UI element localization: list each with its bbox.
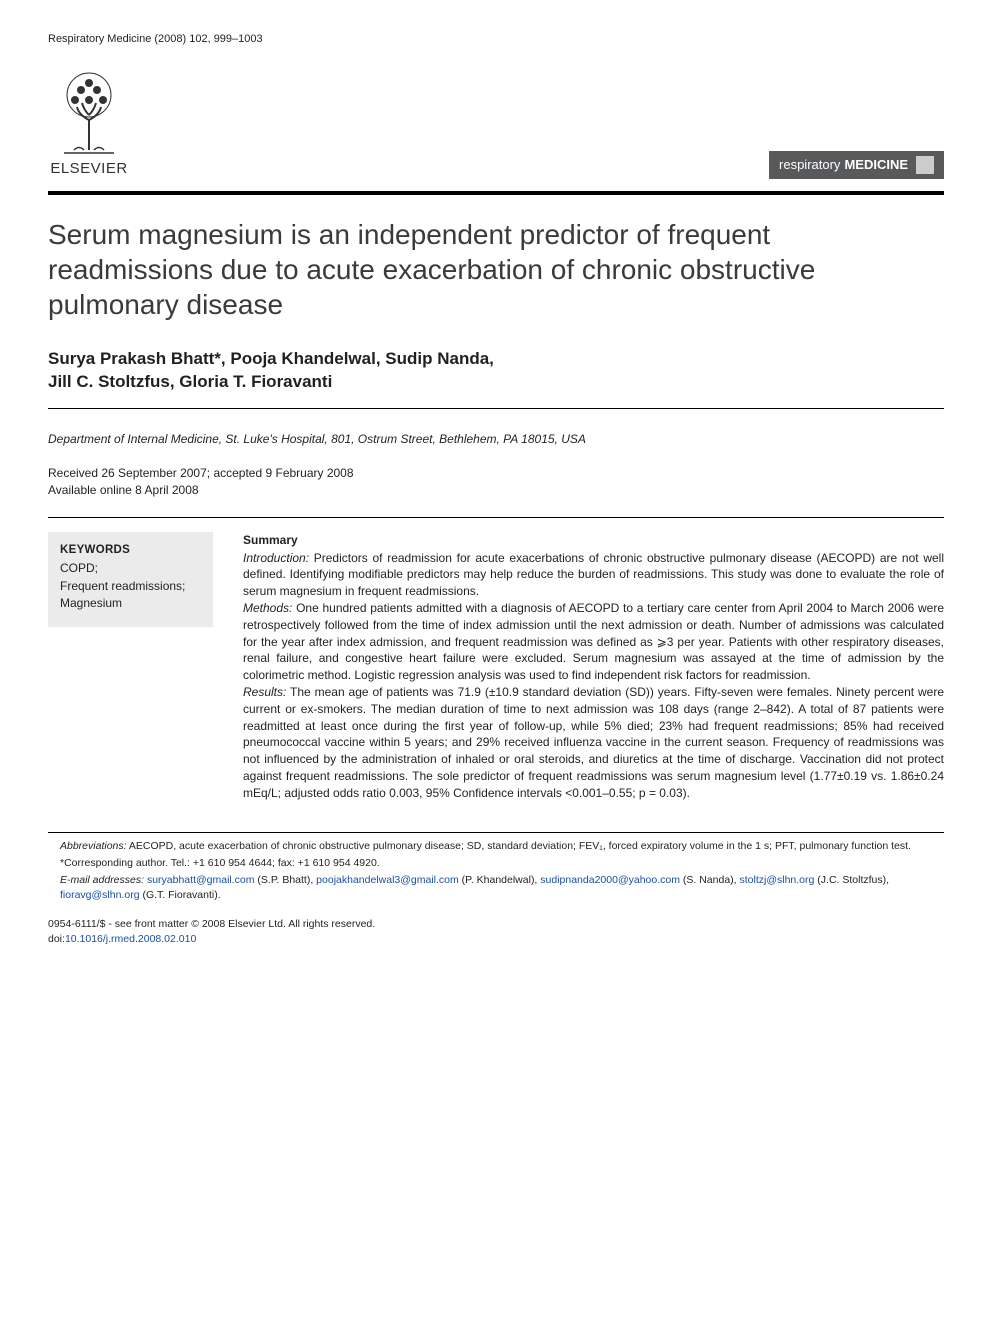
brand-text-light: respiratory [779,156,840,174]
article-title: Serum magnesium is an independent predic… [48,217,878,322]
article-dates: Received 26 September 2007; accepted 9 F… [48,465,944,499]
rule-under-dates [48,517,944,518]
email-who: (S. Nanda), [680,874,740,886]
email-who: (P. Khandelwal), [459,874,541,886]
elsevier-tree-icon [48,65,130,155]
intro-label: Introduction: [243,551,309,565]
keyword-item: COPD; [60,560,201,577]
summary-results: Results: The mean age of patients was 71… [243,684,944,802]
email-footnote: E-mail addresses: suryabhatt@gmail.com (… [48,873,944,903]
email-who: (G.T. Fioravanti). [140,889,221,901]
doi-prefix: doi: [48,933,65,945]
rule-under-authors [48,408,944,409]
doi-link[interactable]: 10.1016/j.rmed.2008.02.010 [65,933,196,945]
abbreviations-footnote: Abbreviations: AECOPD, acute exacerbatio… [48,839,944,854]
brand-text-bold: MEDICINE [844,156,908,174]
keyword-item: Frequent readmissions; [60,578,201,595]
journal-brand-badge: respiratoryMEDICINE [769,151,944,179]
summary-heading: Summary [243,532,944,549]
copyright-line: 0954-6111/$ - see front matter © 2008 El… [48,917,944,932]
summary-introduction: Introduction: Predictors of readmission … [243,550,944,600]
email-link[interactable]: suryabhatt@gmail.com [147,874,255,886]
copyright-block: 0954-6111/$ - see front matter © 2008 El… [48,917,944,946]
results-label: Results: [243,685,286,699]
authors-line-1: Surya Prakash Bhatt*, Pooja Khandelwal, … [48,349,494,368]
email-label: E-mail addresses: [60,874,144,886]
email-who: (S.P. Bhatt), [255,874,317,886]
email-link[interactable]: sudipnanda2000@yahoo.com [540,874,680,886]
abbrev-label: Abbreviations: [60,840,127,852]
affiliation: Department of Internal Medicine, St. Luk… [48,431,944,447]
intro-text: Predictors of readmission for acute exac… [243,551,944,599]
summary-methods: Methods: One hundred patients admitted w… [243,600,944,684]
methods-label: Methods: [243,601,292,615]
publisher-logo: ELSEVIER [48,65,130,179]
footnotes-block: Abbreviations: AECOPD, acute exacerbatio… [48,832,944,904]
branding-row: ELSEVIER respiratoryMEDICINE [48,65,944,179]
abbrev-text: AECOPD, acute exacerbation of chronic ob… [127,840,911,852]
doi-line: doi:10.1016/j.rmed.2008.02.010 [48,932,944,947]
rule-top [48,191,944,195]
journal-citation-header: Respiratory Medicine (2008) 102, 999–100… [48,32,944,47]
corresponding-author-footnote: *Corresponding author. Tel.: +1 610 954 … [48,856,944,871]
summary-column: Summary Introduction: Predictors of read… [243,532,944,802]
email-link[interactable]: stoltzj@slhn.org [740,874,815,886]
results-text: The mean age of patients was 71.9 (±10.9… [243,685,944,800]
email-who: (J.C. Stoltzfus), [814,874,889,886]
email-link[interactable]: poojakhandelwal3@gmail.com [316,874,459,886]
methods-text: One hundred patients admitted with a dia… [243,601,944,682]
authors-line-2: Jill C. Stoltzfus, Gloria T. Fioravanti [48,372,332,391]
keywords-box: KEYWORDS COPD; Frequent readmissions; Ma… [48,532,213,627]
keywords-heading: KEYWORDS [60,542,201,559]
received-accepted: Received 26 September 2007; accepted 9 F… [48,466,354,480]
publisher-name: ELSEVIER [50,159,127,179]
available-online: Available online 8 April 2008 [48,483,199,497]
authors: Surya Prakash Bhatt*, Pooja Khandelwal, … [48,348,944,394]
keywords-summary-row: KEYWORDS COPD; Frequent readmissions; Ma… [48,532,944,802]
keyword-item: Magnesium [60,595,201,612]
email-link[interactable]: fioravg@slhn.org [60,889,140,901]
brand-icon [916,156,934,174]
